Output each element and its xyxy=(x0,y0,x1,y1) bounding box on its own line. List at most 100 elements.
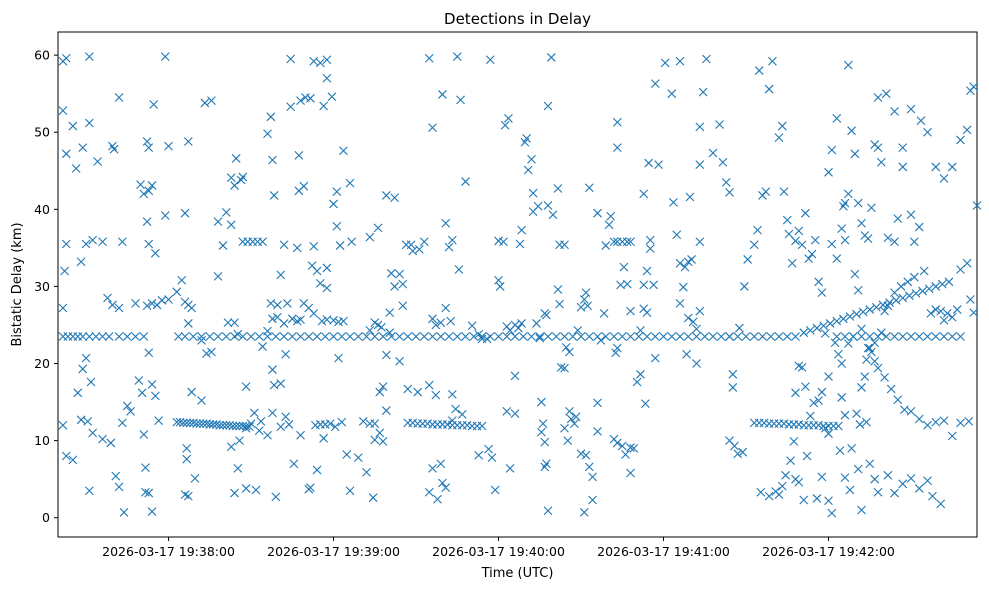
detection-point xyxy=(296,96,305,106)
detection-point xyxy=(824,372,833,382)
detection-point xyxy=(108,300,117,310)
detection-point xyxy=(142,301,152,311)
detection-point xyxy=(791,388,800,398)
detection-point xyxy=(791,332,800,341)
detection-point xyxy=(832,254,842,264)
detection-point xyxy=(715,120,725,129)
detection-point xyxy=(827,508,837,518)
detection-point xyxy=(142,217,152,227)
detection-point xyxy=(296,332,305,341)
detection-point xyxy=(581,450,591,460)
detection-point xyxy=(642,308,652,318)
detection-point xyxy=(200,98,210,108)
detection-point xyxy=(309,56,319,66)
detection-point xyxy=(749,332,759,341)
detection-point xyxy=(695,237,705,247)
detection-point xyxy=(942,309,952,318)
detection-point xyxy=(164,295,173,304)
detection-point xyxy=(370,435,380,445)
detection-point xyxy=(675,299,685,308)
detection-point xyxy=(583,301,593,311)
detection-point xyxy=(777,121,787,131)
detection-point xyxy=(900,405,909,415)
detection-point xyxy=(268,314,277,324)
detection-point xyxy=(221,332,231,341)
detection-point xyxy=(233,463,243,473)
detection-point xyxy=(883,470,893,480)
detection-point xyxy=(777,481,787,491)
detection-point xyxy=(446,316,456,326)
detection-point xyxy=(160,52,170,62)
detection-point xyxy=(805,411,815,421)
detection-point xyxy=(266,299,276,308)
detection-point xyxy=(269,380,279,390)
detection-point xyxy=(579,507,589,517)
detection-point xyxy=(626,443,635,452)
detection-point xyxy=(438,90,447,99)
detection-point xyxy=(510,409,520,419)
detection-point xyxy=(584,183,594,193)
detection-point xyxy=(419,237,429,247)
detection-point xyxy=(266,112,276,122)
detection-point xyxy=(654,160,663,169)
detection-point xyxy=(182,454,192,464)
detection-point xyxy=(505,463,515,473)
detection-point xyxy=(850,149,860,159)
detection-point xyxy=(276,422,286,432)
detection-point xyxy=(659,332,668,341)
detection-point xyxy=(735,323,744,333)
detection-point xyxy=(824,496,833,506)
detection-point xyxy=(368,493,378,503)
detection-point xyxy=(804,254,814,264)
detection-point xyxy=(358,416,368,426)
detection-point xyxy=(451,404,461,414)
detection-point xyxy=(370,332,380,341)
detection-point xyxy=(289,459,299,469)
detection-point xyxy=(903,277,913,287)
detection-point xyxy=(144,239,154,249)
y-tick-label: 0 xyxy=(42,510,50,525)
detection-point xyxy=(218,420,228,430)
detection-point xyxy=(609,237,619,247)
detection-point xyxy=(98,434,107,444)
detection-point xyxy=(183,491,193,501)
detection-point xyxy=(944,277,954,287)
detection-point xyxy=(832,316,842,326)
detection-point xyxy=(682,349,692,359)
detection-point xyxy=(477,421,487,431)
detection-point xyxy=(98,332,107,341)
detection-point xyxy=(537,397,546,407)
detection-point xyxy=(667,89,677,99)
detection-point xyxy=(843,189,853,199)
detection-point xyxy=(207,347,216,357)
detection-point xyxy=(279,240,289,250)
detection-point xyxy=(441,218,451,228)
detection-point xyxy=(739,282,749,291)
detection-point xyxy=(81,353,91,363)
detection-point xyxy=(268,408,277,418)
detection-point xyxy=(576,332,586,341)
y-tick-label: 10 xyxy=(34,433,50,448)
detection-point xyxy=(78,143,88,153)
detection-point xyxy=(98,237,107,247)
detection-point xyxy=(810,235,820,245)
detection-point xyxy=(809,398,819,408)
x-tick-label: 2026-03-17 19:42:00 xyxy=(762,544,895,559)
detection-point xyxy=(375,387,385,397)
detection-point xyxy=(353,453,363,462)
detection-point xyxy=(764,491,774,501)
detection-point xyxy=(436,318,446,328)
detection-point xyxy=(365,325,375,335)
chart-title: Detections in Delay xyxy=(444,10,591,28)
detection-point xyxy=(147,507,157,516)
detection-point xyxy=(337,417,347,427)
detection-point xyxy=(207,96,216,106)
detection-point xyxy=(398,279,408,289)
detection-point xyxy=(353,332,363,341)
detection-point xyxy=(108,141,117,151)
detection-point xyxy=(487,453,497,462)
x-tick-label: 2026-03-17 19:38:00 xyxy=(102,544,235,559)
detection-point xyxy=(378,332,388,341)
detection-point xyxy=(141,463,150,472)
